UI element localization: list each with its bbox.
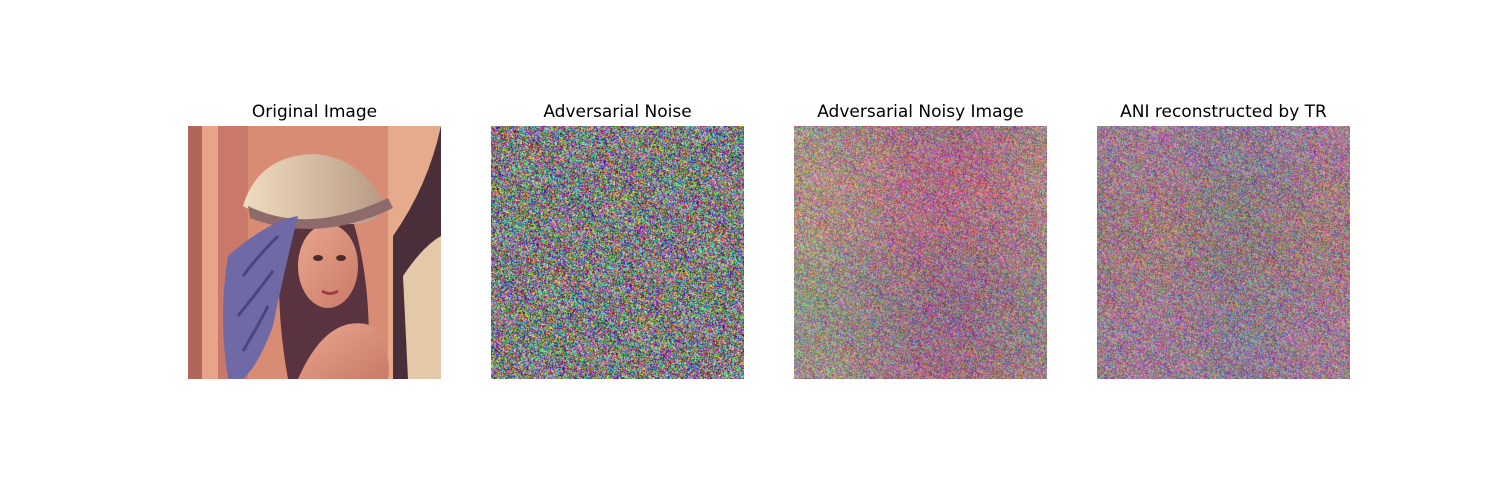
adversarial-noise-image (491, 126, 744, 379)
panel-title: Adversarial Noisy Image (817, 102, 1024, 122)
adversarial-noisy-image (794, 126, 1047, 379)
panel-title: Original Image (251, 102, 378, 122)
panel-title: Adversarial Noise (543, 102, 692, 122)
panel-title: ANI reconstructed by TR (1120, 102, 1327, 122)
original-image (188, 126, 441, 379)
reconstructed-image (1097, 126, 1350, 379)
